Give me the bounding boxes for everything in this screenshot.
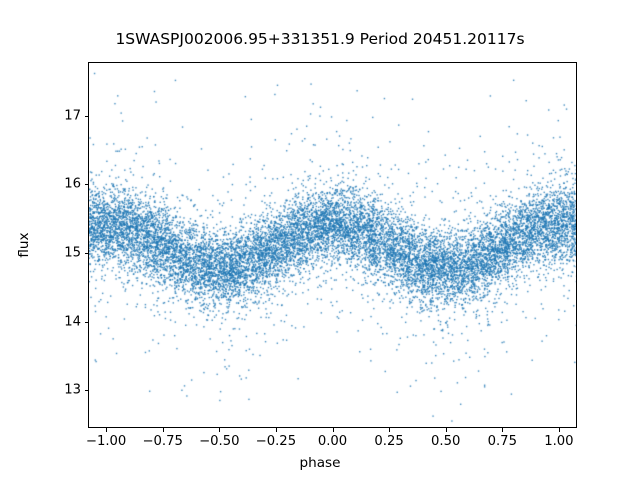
- x-tick-label: −0.50: [199, 434, 240, 449]
- y-tick-mark: [84, 115, 88, 117]
- x-tick-label: 0.50: [431, 434, 461, 449]
- x-axis-label: phase: [299, 455, 341, 471]
- x-tick-label: 0.75: [487, 434, 517, 449]
- x-tick-mark: [445, 428, 447, 432]
- x-tick-label: 0.00: [317, 434, 348, 449]
- x-tick-label: 1.00: [544, 434, 574, 449]
- y-tick-label: 17: [64, 108, 81, 124]
- y-tick-mark: [84, 252, 88, 254]
- y-tick-mark: [84, 390, 88, 392]
- x-tick-label: −0.75: [142, 434, 183, 449]
- scatter-plot-canvas: [89, 63, 576, 427]
- y-tick-label: 13: [64, 382, 81, 398]
- x-tick-mark: [106, 428, 108, 432]
- page-title: 1SWASPJ002006.95+331351.9 Period 20451.2…: [115, 30, 525, 48]
- x-tick-mark: [558, 428, 560, 432]
- y-tick-label: 16: [64, 176, 81, 192]
- y-axis-tick-labels: 13 14 15 16 17: [40, 0, 81, 480]
- x-tick-mark: [332, 428, 334, 432]
- x-tick-mark: [219, 428, 221, 432]
- x-tick-mark: [389, 428, 391, 432]
- x-tick-mark: [162, 428, 164, 432]
- y-tick-mark: [84, 321, 88, 323]
- x-tick-mark: [275, 428, 277, 432]
- x-tick-label: 0.25: [374, 434, 404, 449]
- y-tick-mark: [84, 184, 88, 186]
- plot-axes: [88, 62, 577, 428]
- x-axis-tick-labels: −1.00 −0.75 −0.50 −0.25 0.00 0.25 0.50 0.75 1.00: [0, 434, 640, 454]
- x-tick-mark: [502, 428, 504, 432]
- x-tick-label: −1.00: [85, 434, 127, 449]
- y-tick-label: 14: [64, 314, 81, 330]
- y-tick-label: 15: [64, 245, 81, 261]
- x-tick-label: −0.25: [255, 434, 297, 449]
- y-axis-label: flux: [16, 232, 32, 258]
